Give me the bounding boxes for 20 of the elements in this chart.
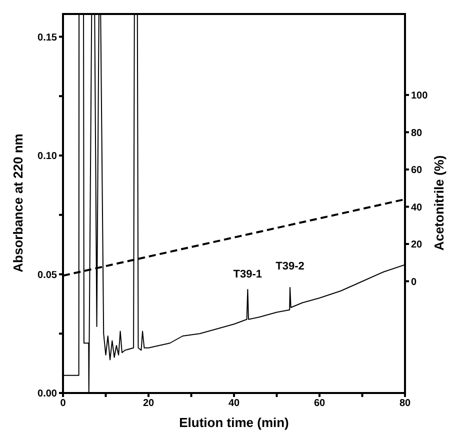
y2-tick-label: 80 bbox=[411, 128, 423, 139]
y2-axis-title: Acetonitrile (%) bbox=[432, 155, 447, 251]
annotation: T39-1 bbox=[233, 268, 262, 280]
x-tick-label: 20 bbox=[142, 398, 154, 410]
y2-tick-label: 100 bbox=[411, 90, 428, 102]
x-axis-title: Elution time (min) bbox=[179, 415, 289, 430]
y-tick-label: 0.10 bbox=[38, 151, 58, 162]
x-tick-label: 60 bbox=[314, 398, 326, 410]
x-tick-label: 80 bbox=[399, 398, 411, 410]
y2-tick-label: 40 bbox=[411, 202, 423, 214]
y2-tick-label: 20 bbox=[411, 240, 423, 251]
annotation: T39-2 bbox=[276, 260, 304, 273]
x-tick-label: 40 bbox=[228, 398, 240, 410]
x-tick-label: 0 bbox=[60, 398, 66, 410]
y2-tick-label: 0 bbox=[411, 276, 417, 288]
y-tick-label: 0.15 bbox=[38, 32, 58, 44]
y-axis-title: Absorbance at 220 nm bbox=[10, 134, 26, 272]
y2-tick-label: 60 bbox=[411, 165, 423, 176]
y-tick-label: 0.05 bbox=[38, 270, 58, 281]
y-tick-label: 0.00 bbox=[38, 388, 58, 400]
